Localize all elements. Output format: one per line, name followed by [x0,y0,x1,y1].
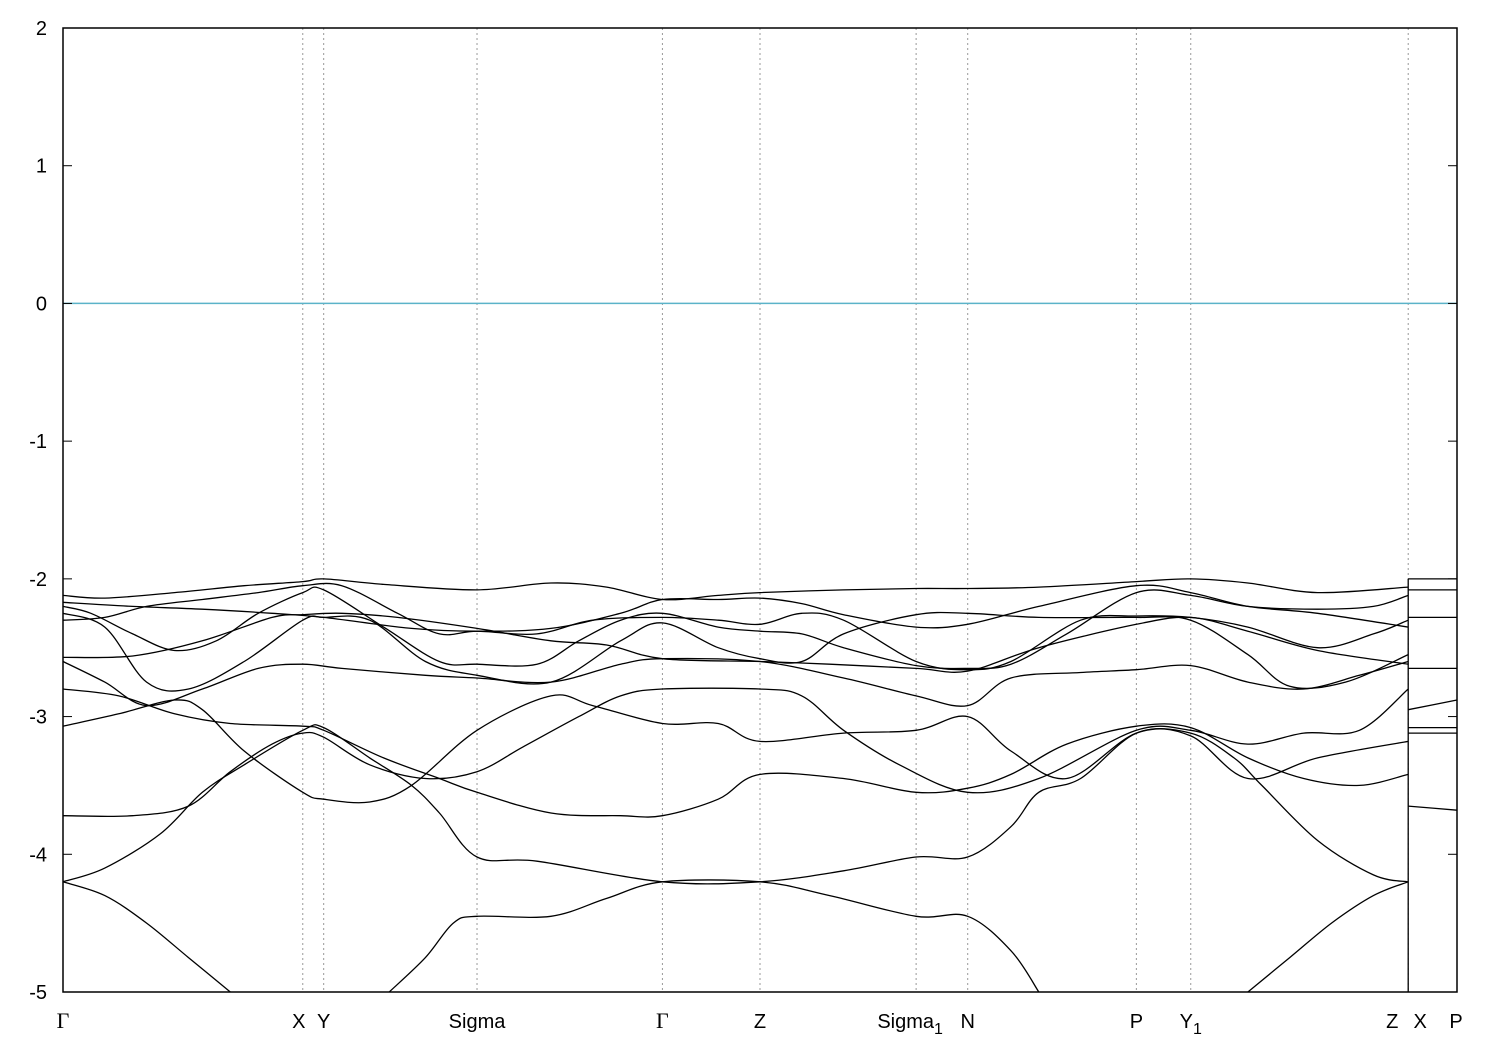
band-line [62,586,1409,670]
plot-frame [62,27,1458,993]
y-tick-label: -5 [29,982,47,1004]
band-line [62,578,1409,601]
x-tick-label: Y1 [1180,1011,1202,1038]
x-tick-label: N [960,1011,974,1033]
x-tick-label: Γ [656,1008,669,1033]
band-line [62,687,1409,818]
band-line [62,881,231,993]
band-line [1247,881,1409,993]
x-tick-label: P [1130,1011,1143,1033]
y-tick-label: -1 [29,431,47,453]
band-line [62,688,1409,818]
band-line [388,879,1040,993]
x-axis: Γ X Y Sigma Γ Z Sigma1 N P Y1 Z X P [57,1008,1463,1038]
x-tick-label: Z [754,1011,766,1033]
x-tick-label: Γ [57,1008,70,1033]
band-line [62,611,1409,692]
band-layer [62,578,1458,993]
x-tick-label: Y [317,1011,330,1033]
y-tick-label: 1 [36,156,47,178]
y-tick-label: 2 [36,18,47,40]
x-tick-label: Z [1386,1011,1398,1033]
x-tick-label: X [292,1011,305,1033]
grid-layer [302,28,1409,992]
y-tick-label: -2 [29,569,47,591]
x-tick-label: Sigma [449,1011,507,1033]
y-tick-label: 0 [36,293,47,315]
band-line [1408,699,1458,711]
y-tick-label: -4 [29,844,47,866]
y-axis: 2 1 0 -1 -2 -3 -4 -5 [29,18,1457,1004]
y-tick-label: -3 [29,707,47,729]
x-tick-label: X [1414,1011,1427,1033]
band-line [1408,805,1458,811]
band-line [62,612,1409,673]
band-line [62,657,1409,707]
x-tick-label: P [1449,1011,1462,1033]
x-tick-label: Sigma1 [877,1011,943,1038]
